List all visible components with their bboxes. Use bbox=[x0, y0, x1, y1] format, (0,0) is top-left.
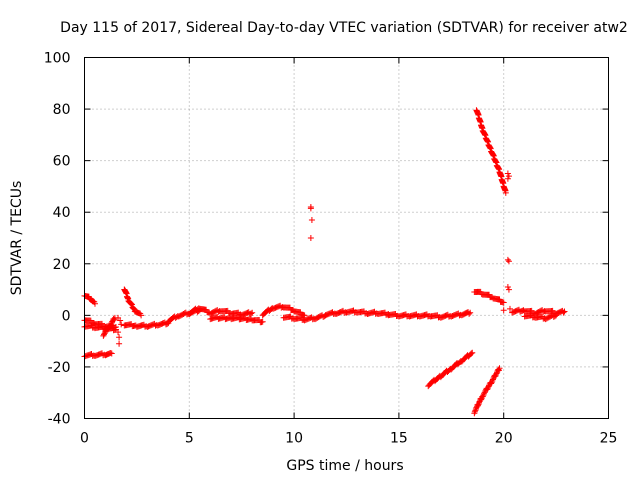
x-tick-label: 0 bbox=[80, 431, 89, 447]
data-point bbox=[504, 170, 511, 177]
data-point bbox=[504, 283, 511, 290]
data-point bbox=[249, 309, 256, 316]
data-point bbox=[301, 312, 308, 319]
data-point bbox=[504, 175, 511, 182]
data-point bbox=[506, 305, 513, 312]
data-point bbox=[307, 205, 314, 212]
data-point bbox=[488, 380, 495, 387]
data-point bbox=[100, 332, 107, 339]
grid-layer bbox=[84, 57, 609, 419]
x-tick-label: 10 bbox=[285, 431, 303, 447]
y-axis-title: SDTVAR / TECUs bbox=[9, 181, 25, 296]
data-point bbox=[504, 256, 511, 263]
data-point bbox=[102, 329, 109, 336]
data-point bbox=[471, 408, 478, 415]
data-point bbox=[505, 258, 512, 265]
y-tick-label: 100 bbox=[44, 51, 71, 67]
data-point bbox=[101, 330, 108, 337]
data-point bbox=[500, 299, 507, 306]
y-tick-label: -20 bbox=[48, 360, 71, 376]
data-point bbox=[130, 305, 137, 312]
data-point bbox=[91, 300, 98, 307]
data-point bbox=[115, 329, 122, 336]
data-point bbox=[138, 312, 145, 319]
data-point bbox=[476, 399, 483, 406]
data-point bbox=[127, 300, 134, 307]
data-point bbox=[553, 312, 560, 319]
data-point bbox=[492, 371, 499, 378]
data-point bbox=[469, 349, 476, 356]
x-axis-title: GPS time / hours bbox=[286, 458, 403, 474]
data-point bbox=[481, 389, 488, 396]
data-point bbox=[106, 323, 113, 330]
data-point bbox=[484, 386, 491, 393]
data-point bbox=[130, 305, 137, 312]
axis-ticks bbox=[84, 57, 609, 419]
x-tick-label: 20 bbox=[495, 431, 513, 447]
y-tick-label: 0 bbox=[62, 308, 71, 324]
data-point bbox=[500, 307, 507, 314]
data-point bbox=[116, 334, 123, 341]
data-point bbox=[489, 376, 496, 383]
data-point bbox=[496, 365, 503, 372]
y-tick-label: 40 bbox=[53, 205, 71, 221]
data-point bbox=[502, 189, 509, 196]
y-tick-label: 60 bbox=[53, 154, 71, 170]
data-point bbox=[108, 319, 115, 326]
data-point bbox=[100, 331, 107, 338]
data-point bbox=[478, 396, 485, 403]
data-point bbox=[118, 321, 125, 328]
data-point bbox=[248, 310, 255, 317]
data-point bbox=[308, 216, 315, 223]
data-point bbox=[481, 390, 488, 397]
data-point bbox=[259, 318, 266, 325]
y-tick-label: -40 bbox=[48, 412, 71, 428]
data-point bbox=[128, 300, 135, 307]
data-marks bbox=[81, 107, 568, 417]
data-point bbox=[467, 309, 474, 316]
data-point bbox=[472, 407, 479, 414]
data-point bbox=[505, 173, 512, 180]
data-point bbox=[505, 286, 512, 293]
data-point bbox=[107, 349, 114, 356]
x-tick-label: 5 bbox=[185, 431, 194, 447]
data-point bbox=[471, 410, 478, 417]
data-point bbox=[489, 377, 496, 384]
data-point bbox=[485, 383, 492, 390]
data-point bbox=[107, 322, 114, 329]
data-point bbox=[107, 321, 114, 328]
data-point bbox=[466, 310, 473, 317]
data-point bbox=[551, 313, 558, 320]
x-tick-label: 15 bbox=[390, 431, 408, 447]
data-point bbox=[468, 350, 475, 357]
data-point bbox=[495, 366, 502, 373]
data-point bbox=[480, 392, 487, 399]
plot-frame bbox=[84, 57, 609, 419]
data-point bbox=[116, 340, 123, 347]
data-point bbox=[472, 406, 479, 412]
tick-labels: 0 5 10 15 20 25 -40 -20 0 20 40 60 80 100 bbox=[44, 51, 618, 447]
data-point bbox=[488, 379, 495, 386]
data-point bbox=[475, 402, 482, 409]
y-tick-label: 80 bbox=[53, 102, 71, 118]
data-point bbox=[479, 393, 486, 400]
data-point bbox=[492, 373, 499, 380]
data-point bbox=[110, 315, 117, 322]
data-point bbox=[307, 235, 314, 241]
data-point bbox=[560, 309, 567, 316]
y-tick-label: 20 bbox=[53, 257, 71, 273]
chart-title: Day 115 of 2017, Sidereal Day-to-day VTE… bbox=[60, 20, 628, 36]
data-point bbox=[493, 370, 500, 377]
data-point bbox=[475, 401, 482, 408]
data-point bbox=[484, 384, 491, 391]
x-tick-label: 25 bbox=[600, 431, 618, 447]
data-point bbox=[128, 301, 135, 308]
data-point bbox=[108, 350, 115, 357]
data-point bbox=[117, 317, 124, 324]
data-point bbox=[561, 308, 568, 315]
